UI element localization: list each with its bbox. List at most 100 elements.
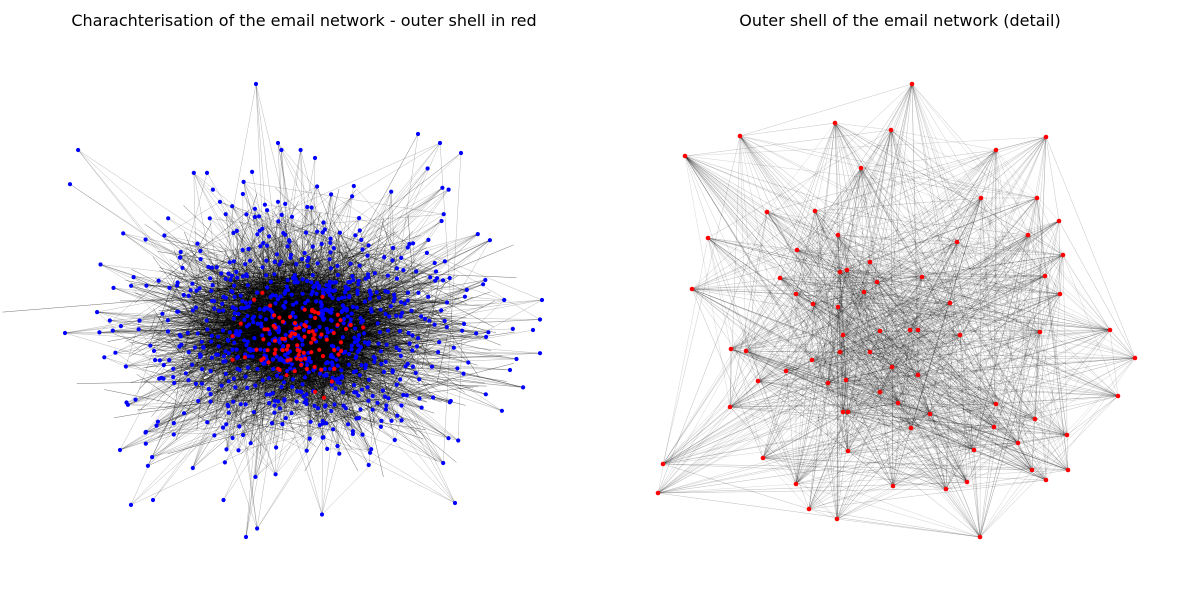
graph-node [357, 373, 362, 378]
graph-node [335, 443, 340, 449]
graph-edge [334, 299, 505, 351]
graph-node [355, 288, 360, 293]
graph-node [245, 385, 250, 390]
graph-node [145, 463, 150, 468]
graph-edge [332, 382, 448, 420]
graph-node [205, 327, 210, 332]
graph-edge [173, 347, 204, 424]
graph-node [348, 261, 353, 266]
graph-edge [180, 329, 259, 332]
graph-node [339, 368, 344, 373]
graph-node [266, 376, 271, 381]
graph-node [401, 392, 406, 398]
graph-node [221, 308, 226, 313]
graph-edge [171, 266, 201, 423]
graph-edge [243, 181, 444, 215]
graph-edge [375, 293, 437, 345]
graph-node [212, 433, 217, 438]
graph-edge [238, 429, 334, 451]
graph-node [330, 375, 335, 380]
graph-node [241, 179, 246, 184]
graph-edge [391, 191, 400, 351]
graph-node [300, 291, 305, 296]
graph-node [208, 392, 213, 397]
graph-edge [242, 272, 403, 375]
graph-edge [213, 394, 300, 405]
graph-edge [273, 304, 304, 348]
graph-node [379, 418, 384, 423]
graph-node [362, 340, 368, 345]
graph-node [219, 271, 224, 276]
graph-edge [183, 329, 272, 344]
graph-node [308, 359, 313, 364]
graph-node [209, 288, 214, 293]
graph-edge [245, 274, 306, 364]
graph-edge [312, 196, 353, 247]
graph-node [209, 355, 214, 360]
graph-edge [135, 282, 178, 400]
graph-node [226, 410, 231, 415]
graph-edge [381, 221, 430, 367]
graph-node [340, 375, 345, 380]
graph-node [157, 358, 162, 363]
graph-node [484, 334, 489, 339]
graph-node [216, 308, 222, 313]
graph-node [349, 347, 354, 352]
graph-edge [232, 336, 239, 451]
graph-node [287, 238, 292, 243]
graph-edge [249, 142, 441, 261]
graph-edge [310, 342, 387, 379]
graph-edge [155, 349, 256, 355]
graph-node [274, 445, 279, 450]
graph-edge [412, 243, 420, 399]
graph-edge [240, 331, 516, 375]
graph-edge [257, 379, 359, 416]
graph-edge [193, 172, 263, 229]
graph-edge [414, 286, 494, 328]
graph-node [320, 287, 326, 292]
graph-node [272, 410, 277, 415]
graph-edge [220, 371, 257, 418]
graph-node [328, 266, 333, 271]
full-network-graph [2, 81, 545, 540]
graph-edge [219, 201, 436, 281]
graph-node [359, 237, 364, 242]
graph-node [349, 343, 354, 348]
graph-node [356, 282, 361, 287]
graph-edge [104, 389, 177, 405]
graph-edge [221, 200, 299, 350]
graph-edge [311, 207, 359, 281]
graph-edge [262, 214, 444, 229]
graph-edge [242, 193, 244, 302]
graph-edge [342, 298, 460, 314]
graph-edge [226, 395, 359, 425]
graph-edge [232, 206, 363, 250]
graph-edge [214, 308, 228, 405]
graph-edge [145, 367, 366, 433]
graph-node [233, 306, 238, 311]
graph-node [283, 300, 288, 305]
graph-edge [164, 235, 288, 281]
graph-edge [167, 331, 276, 475]
graph-node [300, 382, 305, 387]
graph-edge [177, 229, 325, 286]
graph-node [398, 314, 403, 319]
graph-node [413, 370, 418, 376]
graph-node [230, 347, 235, 352]
graph-node [342, 316, 347, 322]
graph-node [350, 274, 355, 279]
graph-node [255, 232, 260, 237]
graph-node [334, 280, 339, 285]
graph-node [76, 147, 81, 153]
graph-edge [214, 416, 296, 433]
graph-edge [356, 262, 407, 277]
graph-node [392, 437, 397, 443]
graph-node [250, 169, 255, 174]
graph-edge [254, 216, 505, 301]
graph-edge [227, 318, 363, 386]
graph-edge [294, 358, 355, 425]
graph-node [238, 402, 243, 407]
graph-edge [297, 345, 524, 388]
graph-edge [357, 357, 427, 403]
graph-node [310, 273, 315, 278]
